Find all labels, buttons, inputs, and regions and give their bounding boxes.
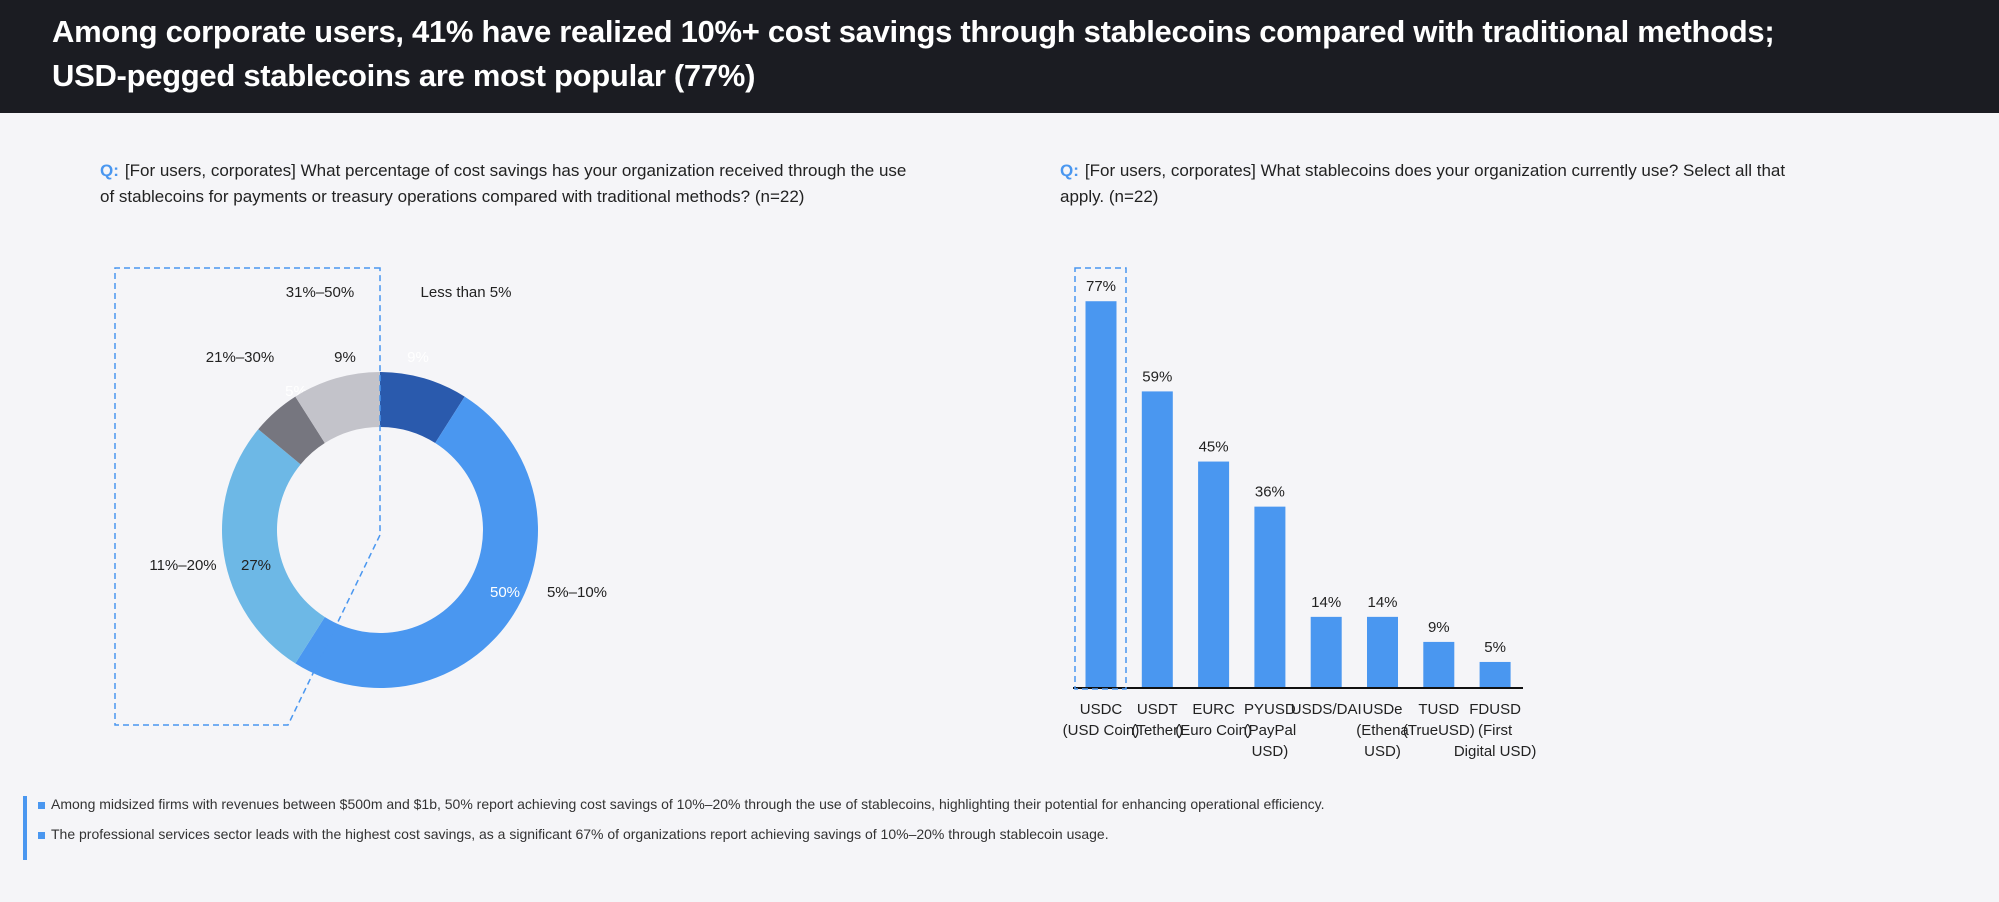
bar-category-label: TUSD — [1418, 701, 1459, 718]
question-text: [For users, corporates] What stablecoins… — [1060, 161, 1786, 206]
question-cost-savings: Q: [For users, corporates] What percentag… — [100, 158, 920, 210]
bar-category-label: (PayPal — [1244, 722, 1297, 739]
bar — [1085, 301, 1117, 687]
bar — [1423, 641, 1455, 687]
highlight-dashed-outline — [114, 267, 381, 726]
slice-category-label: 11%–20% — [149, 557, 216, 574]
bar — [1141, 391, 1173, 687]
bar-value-label: 14% — [1311, 594, 1341, 611]
bar-value-label: 59% — [1142, 368, 1172, 385]
bar-category-label: USDe — [1362, 701, 1402, 718]
question-stablecoins-used: Q: [For users, corporates] What stablecoi… — [1060, 158, 1820, 210]
bar-category-label: USD) — [1252, 743, 1289, 760]
bar — [1367, 616, 1398, 687]
header-banner: Among corporate users, 41% have realized… — [0, 0, 1999, 113]
question-text: [For users, corporates] What percentage … — [100, 161, 907, 206]
slice-category-label: Less than 5% — [421, 284, 512, 301]
bar-category-label: USDC — [1080, 701, 1123, 718]
slice-value-label: 50% — [490, 584, 520, 601]
bar-category-label: (Tether) — [1131, 722, 1183, 739]
footnote-accent-bar — [23, 796, 27, 860]
bar-category-label: (USD Coin) — [1063, 722, 1140, 739]
slice-category-label: 31%–50% — [286, 284, 354, 301]
bar-chart: 77% USDC (USD Coin) 59% USDT (Tether) 45% EURC (… — [1063, 267, 1537, 760]
slice-value-label: 9% — [334, 349, 356, 366]
slice-category-label: 5%–10% — [547, 584, 607, 601]
bar-value-label: 5% — [1484, 639, 1506, 656]
bar — [1198, 461, 1230, 687]
footnote-1: Among midsized firms with revenues betwe… — [38, 796, 1324, 812]
bar-category-label: (Ethena — [1356, 722, 1409, 739]
bar — [1254, 506, 1286, 687]
bar-category-label: USD) — [1364, 743, 1401, 760]
bar — [1479, 661, 1511, 687]
slice-value-label: 27% — [241, 557, 271, 574]
bar-value-label: 14% — [1367, 594, 1397, 611]
bar-category-label: (First — [1478, 722, 1513, 739]
donut-chart: 9%Less than 5%50% 5%–10%27%11%–20%5%21%–3… — [114, 267, 607, 726]
bar-value-label: 36% — [1255, 484, 1285, 501]
title-line-1: Among corporate users, 41% have realized… — [52, 14, 1775, 49]
donut-slice — [380, 372, 465, 444]
footnote-2: The professional services sector leads w… — [38, 826, 1109, 842]
donut-slice — [258, 396, 325, 465]
bar-category-label: (TrueUSD) — [1403, 722, 1475, 739]
bar — [1310, 616, 1342, 687]
bar-category-label: USDT — [1137, 701, 1178, 718]
footnote-text: Among midsized firms with revenues betwe… — [51, 796, 1325, 812]
bullet-icon — [38, 801, 45, 809]
bar-category-label: PYUSD — [1244, 701, 1296, 718]
highlight-dashed-outline — [1074, 267, 1127, 690]
page-title: Among corporate users, 41% have realized… — [52, 10, 1982, 98]
donut-slice — [221, 429, 325, 664]
bar-value-label: 45% — [1199, 439, 1229, 456]
title-line-2: USD-pegged stablecoins are most popular … — [52, 58, 756, 93]
bar-category-label: (Euro Coin) — [1175, 722, 1252, 739]
bar-value-label: 9% — [1428, 619, 1450, 636]
bar-value-label: 77% — [1086, 278, 1116, 295]
bar-category-label: EURC — [1192, 701, 1235, 718]
bar-category-label: FDUSD — [1469, 701, 1521, 718]
footnote-text: The professional services sector leads w… — [51, 826, 1109, 842]
donut-slice — [295, 372, 380, 444]
slice-category-label: 21%–30% — [206, 349, 274, 366]
slice-value-label: 9% — [407, 349, 429, 366]
bar-category-label: USDS/DAI — [1291, 701, 1362, 718]
donut-slice — [295, 396, 538, 689]
bullet-icon — [38, 831, 45, 839]
question-marker: Q: — [1060, 161, 1079, 180]
bar-category-label: Digital USD) — [1454, 743, 1537, 760]
question-marker: Q: — [100, 161, 119, 180]
